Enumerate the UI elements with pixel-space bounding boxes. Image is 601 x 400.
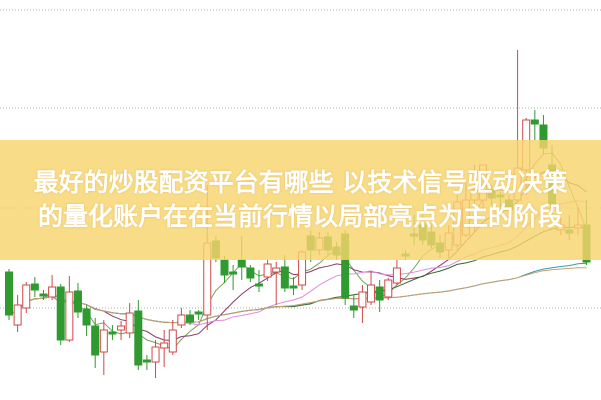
candle-body <box>30 283 39 291</box>
title-line-1: 最好的炒股配资平台有哪些 以技术信号驱动决策 <box>33 168 568 197</box>
candle-body <box>117 325 126 331</box>
candle-body <box>48 286 57 298</box>
candle-body <box>22 284 31 309</box>
candle-body <box>177 314 186 326</box>
title-banner: 最好的炒股配资平台有哪些 以技术信号驱动决策 的量化账户在在当前行情以局部亮点为… <box>0 140 601 260</box>
candle-body <box>125 312 134 334</box>
candle-body <box>358 291 367 308</box>
candle-body <box>99 329 108 353</box>
title-line-2: 的量化账户在在当前行情以局部亮点为主的阶段 <box>37 202 563 231</box>
candle-body <box>280 266 289 289</box>
candle-body <box>229 271 238 275</box>
candle-body <box>392 267 401 284</box>
moving-average-line <box>8 262 587 324</box>
candle-body <box>13 304 22 326</box>
candle-body <box>530 119 539 125</box>
candle-body <box>254 283 263 287</box>
candle-body <box>134 310 143 366</box>
candle-body <box>108 331 117 335</box>
candle-body <box>39 293 48 297</box>
candle-body <box>349 305 358 311</box>
candle-body <box>384 279 393 298</box>
candle-body <box>194 311 203 315</box>
candle-body <box>272 267 281 273</box>
candle-body <box>56 286 65 341</box>
candle-body <box>160 342 169 349</box>
candle-body <box>220 259 229 276</box>
moving-average-line <box>8 267 587 324</box>
candle-body <box>246 267 255 279</box>
candle-body <box>367 284 376 303</box>
candle-body <box>91 325 100 356</box>
candle-body <box>186 314 195 323</box>
candle-body <box>289 285 298 289</box>
candle-body <box>73 290 82 313</box>
candle-body <box>5 271 13 316</box>
candle-body <box>142 359 151 363</box>
candle-body <box>82 308 91 326</box>
candle-body <box>168 329 177 353</box>
candle-body <box>263 263 272 278</box>
candle-body <box>237 259 246 268</box>
candle-body <box>65 291 74 341</box>
candle-body <box>151 346 160 363</box>
candle-body <box>375 286 384 301</box>
